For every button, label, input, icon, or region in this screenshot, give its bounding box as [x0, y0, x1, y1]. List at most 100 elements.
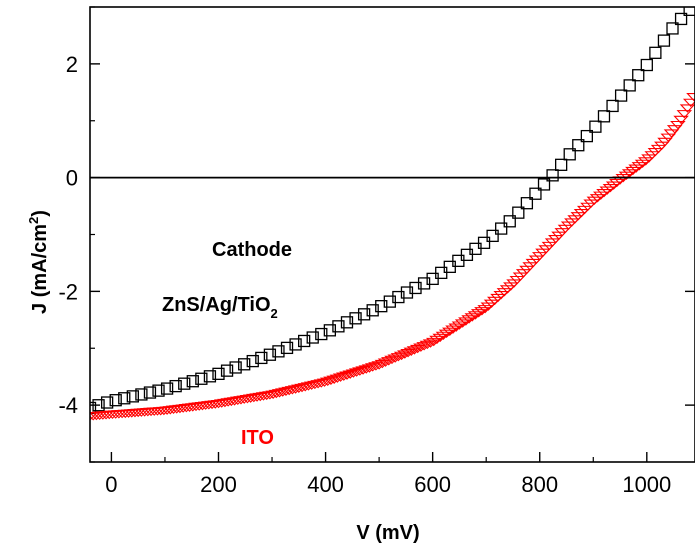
- data-point-triangle: [461, 315, 477, 324]
- data-point-square: [272, 345, 285, 358]
- data-point-triangle: [631, 162, 648, 171]
- data-point-square: [512, 206, 525, 219]
- data-point-square: [229, 361, 242, 374]
- data-point-triangle: [300, 382, 317, 391]
- data-point-triangle: [310, 380, 326, 389]
- data-point-square: [563, 148, 576, 161]
- x-tick-label: 600: [414, 472, 451, 497]
- data-point-triangle: [323, 376, 339, 385]
- data-point-square: [100, 396, 114, 409]
- data-point-triangle: [397, 350, 413, 359]
- data-point-triangle: [352, 367, 368, 376]
- data-point-square: [315, 327, 328, 341]
- data-point-triangle: [586, 196, 603, 205]
- data-point-triangle: [329, 374, 346, 383]
- data-point-square: [649, 46, 662, 59]
- data-point-square: [589, 120, 602, 133]
- data-point-square: [263, 348, 277, 361]
- data-point-square: [597, 110, 611, 123]
- data-point-square: [195, 372, 208, 385]
- data-point-triangle: [387, 354, 403, 363]
- data-point-square: [674, 12, 688, 26]
- data-point-triangle: [268, 389, 285, 399]
- data-point-triangle: [358, 365, 375, 374]
- data-point-square: [280, 341, 294, 355]
- annotation-cathode: Cathode: [212, 239, 292, 261]
- data-point-triangle: [448, 323, 464, 332]
- data-point-triangle: [297, 383, 313, 392]
- y-axis-title: J (mA/cm2): [26, 210, 51, 314]
- data-point-square: [555, 158, 568, 171]
- data-point-triangle: [380, 357, 397, 366]
- data-point-square: [178, 377, 191, 390]
- data-point-triangle: [345, 369, 362, 378]
- data-point-square: [375, 300, 388, 313]
- annotation-zns-subscript: 2: [271, 306, 278, 321]
- data-point-triangle: [313, 379, 330, 388]
- data-point-square: [135, 388, 148, 401]
- plot-frame: [89, 6, 695, 463]
- data-point-square: [90, 401, 97, 415]
- axis-layer: 0 200 400 600 800 1000 -4 -2 0 2: [58, 6, 695, 497]
- data-point-triangle: [278, 387, 294, 396]
- data-point-square: [186, 375, 199, 388]
- data-point-triangle: [451, 321, 468, 330]
- y-tick-label: -4: [58, 393, 78, 418]
- data-point-triangle: [599, 186, 615, 195]
- data-point-triangle: [432, 333, 448, 343]
- data-point-triangle: [673, 115, 689, 125]
- data-point-triangle: [609, 178, 625, 188]
- data-point-triangle: [470, 309, 487, 318]
- data-point-triangle: [621, 169, 638, 178]
- data-point-square: [212, 367, 225, 380]
- data-point-triangle: [464, 313, 481, 322]
- data-point-square: [477, 236, 491, 249]
- y-tick-label: -2: [58, 279, 78, 304]
- data-point-triangle: [602, 183, 619, 193]
- data-point-triangle: [307, 380, 323, 390]
- data-point-triangle: [393, 351, 410, 361]
- data-point-triangle: [686, 93, 695, 102]
- data-point-triangle: [342, 370, 358, 379]
- data-point-square: [118, 392, 131, 405]
- data-point-triangle: [589, 194, 606, 203]
- x-tick-label: 800: [521, 472, 558, 497]
- x-tick-label: 400: [307, 472, 344, 497]
- data-point-square: [203, 370, 217, 383]
- data-point-square: [572, 139, 585, 152]
- data-point-square: [683, 7, 695, 16]
- data-point-triangle: [442, 327, 458, 336]
- data-point-square: [400, 286, 414, 299]
- data-point-triangle: [281, 386, 297, 396]
- data-point-triangle: [416, 342, 432, 351]
- series-zns: [90, 7, 695, 415]
- data-point-square: [298, 334, 311, 348]
- data-point-triangle: [303, 381, 320, 390]
- data-point-triangle: [390, 353, 407, 362]
- y-axis-title-superscript: 2: [26, 217, 41, 224]
- data-point-triangle: [326, 375, 342, 384]
- data-point-triangle: [339, 371, 355, 380]
- y-tick-label: 2: [66, 52, 78, 77]
- data-point-square: [614, 89, 628, 102]
- data-point-triangle: [593, 191, 609, 200]
- x-axis-title: V (mV): [356, 522, 419, 544]
- data-point-square: [606, 99, 619, 113]
- data-point-square: [340, 316, 354, 329]
- data-point-triangle: [271, 389, 288, 398]
- data-point-square: [546, 169, 559, 182]
- data-point-triangle: [435, 331, 452, 341]
- data-point-square: [383, 295, 396, 308]
- y-tick-label: 0: [66, 166, 78, 191]
- data-point-triangle: [467, 311, 484, 320]
- data-point-square: [409, 281, 422, 295]
- series-ito: [90, 93, 695, 421]
- data-point-square: [220, 364, 234, 377]
- data-point-triangle: [377, 358, 394, 367]
- data-point-triangle: [287, 385, 304, 394]
- data-point-square: [255, 351, 268, 365]
- data-point-triangle: [319, 377, 336, 387]
- data-point-square: [306, 331, 319, 344]
- data-point-triangle: [361, 364, 378, 373]
